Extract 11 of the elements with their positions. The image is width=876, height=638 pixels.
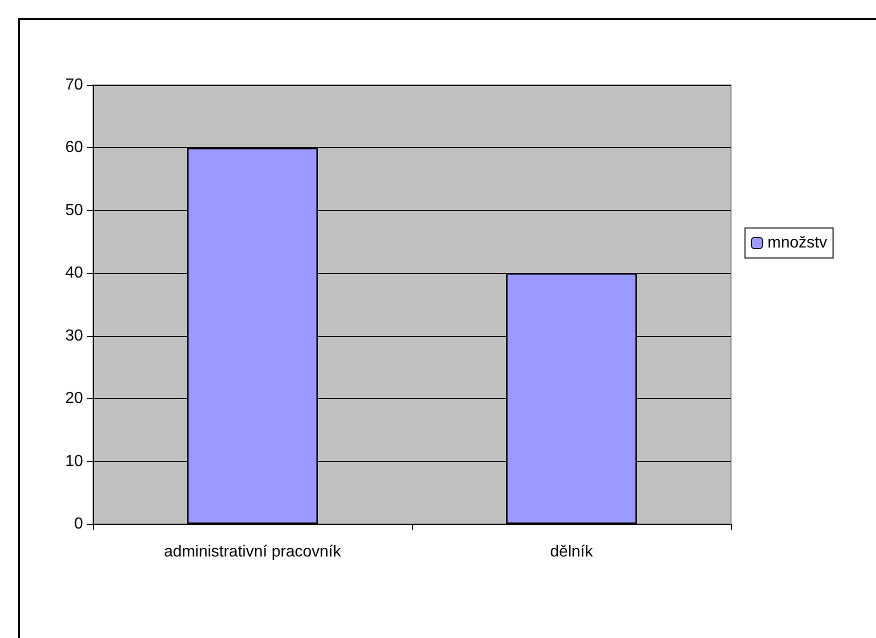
legend-label: množstv	[768, 234, 828, 252]
y-tick-label: 70	[65, 76, 84, 94]
y-tick-label: 0	[74, 516, 84, 532]
y-tick-label: 30	[65, 327, 84, 344]
y-tick-label: 50	[65, 202, 84, 219]
x-tick-label: administrativní pracovník	[164, 544, 342, 560]
y-tick-label: 20	[65, 390, 84, 408]
y-tick-label: 10	[65, 452, 84, 470]
x-tick-label: dělník	[550, 544, 594, 560]
y-tick-label: 60	[65, 139, 84, 156]
y-tick-label: 40	[65, 264, 84, 282]
